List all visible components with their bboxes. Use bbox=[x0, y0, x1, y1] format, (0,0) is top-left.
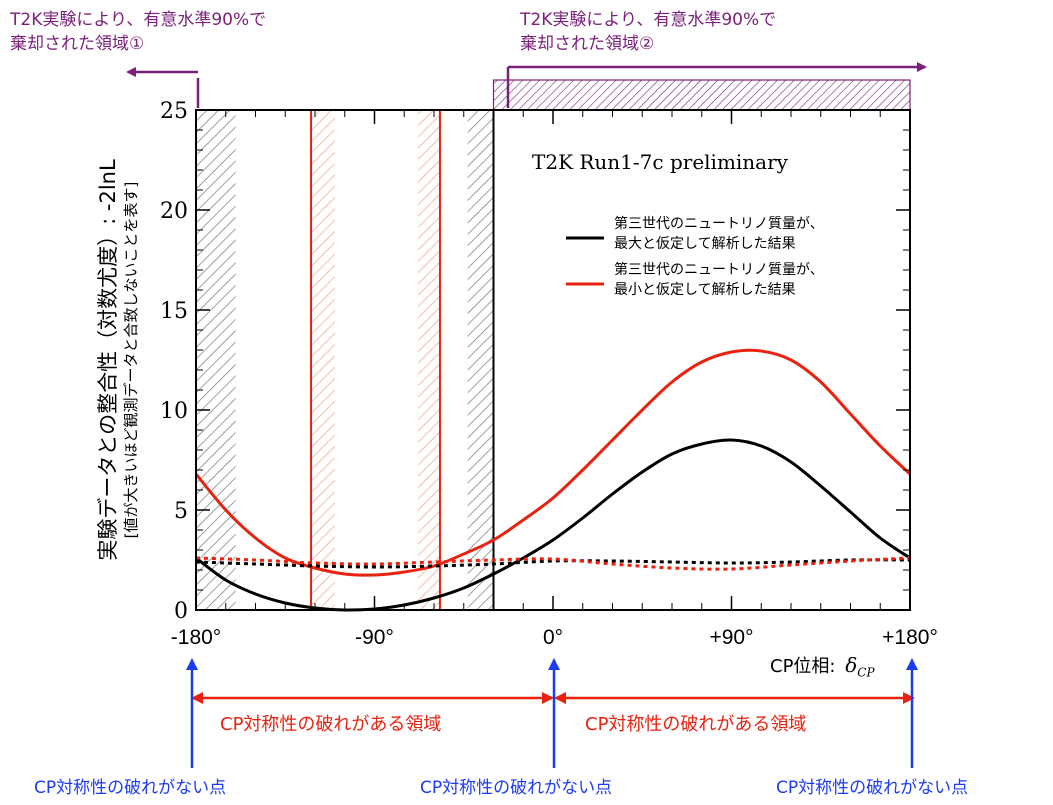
y-axis-label: 実験データとの整合性（対数尤度）: -2lnL [値が大きいほど観測データと合致… bbox=[95, 159, 141, 560]
x-axis-label-symbol: δ bbox=[845, 653, 858, 677]
excluded-region-4 bbox=[418, 110, 440, 610]
region2-annotation-line2: 棄却された領域② bbox=[520, 34, 655, 54]
y-tick-label-3: 15 bbox=[160, 299, 188, 324]
x-tick-label-2: 0° bbox=[543, 626, 563, 649]
excluded-region-0 bbox=[196, 110, 236, 610]
no-violation-label-right: CP対称性の破れがない点 bbox=[776, 778, 969, 798]
violation-label-right: CP対称性の破れがある領域 bbox=[585, 714, 807, 735]
y-tick-label-1: 5 bbox=[174, 499, 188, 524]
x-tick-label-0: -180° bbox=[171, 626, 221, 649]
violation-label-left: CP対称性の破れがある領域 bbox=[220, 714, 442, 735]
region1-annotation-line2: 棄却された領域① bbox=[10, 34, 145, 54]
y-tick-label-2: 10 bbox=[160, 399, 188, 424]
chart-title: T2K Run1-7c preliminary bbox=[532, 150, 788, 174]
y-axis-label-sub: [値が大きいほど観測データと合致しないことを表す] bbox=[122, 181, 140, 539]
series-line-3-dotted bbox=[195, 556, 911, 571]
x-tick-label-3: +90° bbox=[709, 626, 753, 649]
plot-frame bbox=[195, 109, 911, 611]
x-axis-label: CP位相: δCP bbox=[770, 652, 875, 680]
region2-annotation-line1: T2K実験により、有意水準90%で bbox=[520, 10, 777, 30]
x-tick-label-4: +180° bbox=[882, 626, 938, 649]
no-violation-label-left: CP対称性の破れがない点 bbox=[34, 778, 227, 798]
excluded-region-band-2 bbox=[492, 79, 911, 111]
x-axis-label-subscript: CP bbox=[857, 665, 875, 680]
legend-label-0-line2: 最大と仮定して解析した結果 bbox=[614, 236, 796, 252]
y-axis-label-main: 実験データとの整合性（対数尤度）: -2lnL bbox=[96, 159, 120, 561]
series-line-0-solid bbox=[195, 438, 911, 612]
legend-label-1-line2: 最小と仮定して解析した結果 bbox=[614, 282, 796, 298]
region1-annotation: T2K実験により、有意水準90%で 棄却された領域① bbox=[10, 8, 266, 56]
y-tick-label-0: 0 bbox=[174, 599, 188, 624]
excluded-region-1 bbox=[467, 110, 494, 610]
series-line-2-dotted bbox=[195, 558, 911, 569]
x-axis-label-text: CP位相: bbox=[770, 656, 836, 677]
x-tick-label-1: -90° bbox=[355, 626, 394, 649]
region2-annotation: T2K実験により、有意水準90%で 棄却された領域② bbox=[520, 8, 776, 56]
region1-annotation-line1: T2K実験により、有意水準90%で bbox=[10, 10, 267, 30]
series-line-1-solid bbox=[194, 348, 912, 577]
legend-label-1-line1: 第三世代のニュートリノ質量が、 bbox=[614, 261, 824, 278]
y-tick-label-4: 20 bbox=[160, 199, 188, 224]
no-violation-label-center: CP対称性の破れがない点 bbox=[420, 778, 613, 798]
legend-label-0-line1: 第三世代のニュートリノ質量が、 bbox=[614, 215, 824, 232]
excluded-region-3 bbox=[311, 110, 335, 610]
y-tick-label-5: 25 bbox=[160, 99, 188, 124]
